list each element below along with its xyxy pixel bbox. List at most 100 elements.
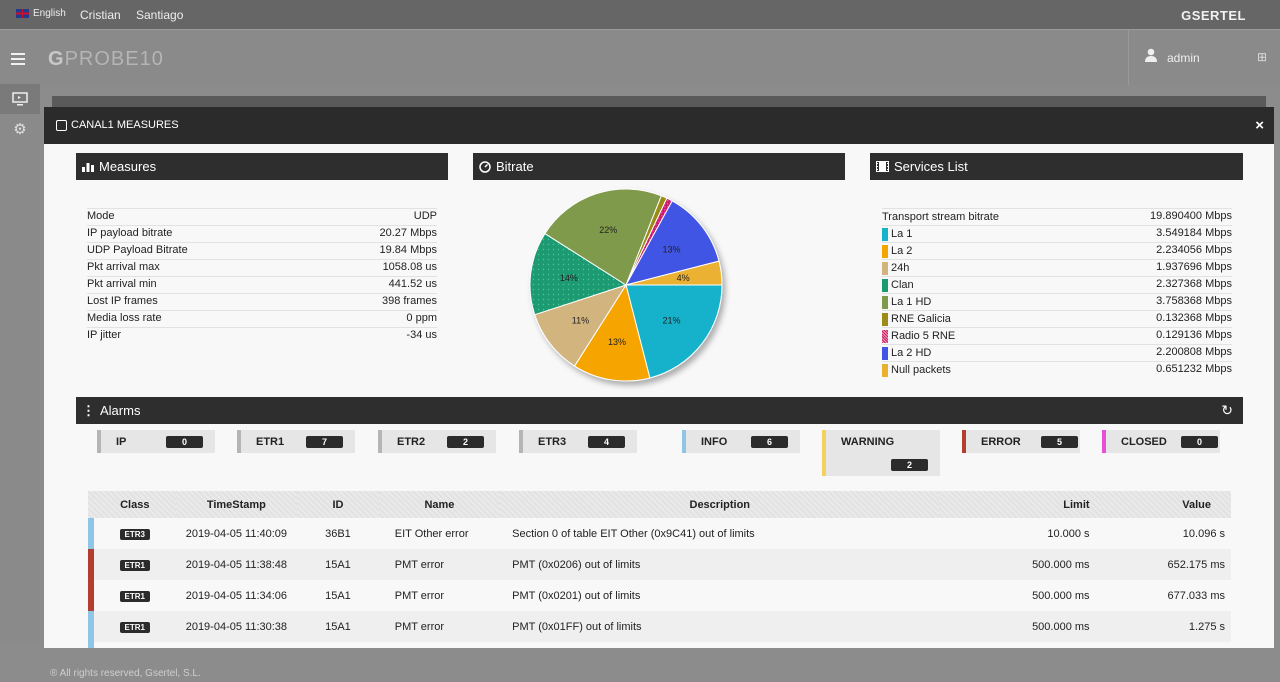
- pie-slice-la-2[interactable]: [573, 283, 651, 382]
- pie-slice-24h[interactable]: [534, 284, 628, 367]
- pie-slice-label: 13%: [663, 245, 681, 255]
- cell-text: 10.000 s: [1047, 527, 1090, 540]
- measure-row: IP payload bitrate 20.27 Mbps: [87, 225, 437, 242]
- measure-value: 1058.08 us: [382, 261, 437, 273]
- cell-limit: 10.000 s: [939, 518, 1102, 549]
- table-row[interactable]: ETR1 2019-04-05 11:30:38 15A1 PMT error PMT …: [88, 611, 1231, 642]
- row-status-bar: [88, 518, 94, 549]
- sidebar-item-monitor[interactable]: [0, 84, 40, 114]
- alarm-counter-info[interactable]: INFO 6: [682, 430, 800, 453]
- service-color-swatch: [882, 261, 888, 275]
- refresh-icon[interactable]: ↻: [1221, 402, 1233, 418]
- alarm-counter-label: ETR1: [256, 436, 285, 448]
- expand-icon[interactable]: ⊞: [1257, 50, 1268, 64]
- alarm-counter-error[interactable]: ERROR 5: [962, 430, 1080, 453]
- table-row[interactable]: ETR1 2019-04-05 11:38:48 15A1 PMT error PMT …: [88, 549, 1231, 580]
- service-bitrate: 2.234056 Mbps: [1156, 244, 1232, 256]
- cell-text: 36B1: [325, 527, 351, 540]
- cell-text: PMT (0x0206) out of limits: [512, 558, 641, 571]
- measures-modal: CANAL1 MEASURES × Measures Mode UDP IP pa…: [44, 107, 1274, 648]
- table-header-id[interactable]: ID: [297, 491, 379, 518]
- alarm-counter-label: IP: [116, 436, 127, 448]
- pie-slice-label: 22%: [599, 225, 617, 235]
- table-header-limit[interactable]: Limit: [939, 491, 1102, 518]
- service-color-swatch: [882, 227, 888, 241]
- alarm-counter-etr3[interactable]: ETR3 4: [519, 430, 637, 453]
- measure-value: 0 ppm: [406, 312, 437, 324]
- service-row: Radio 5 RNE 0.129136 Mbps: [882, 327, 1232, 344]
- cell-id: 15A1: [297, 611, 379, 642]
- hamburger-icon[interactable]: [11, 53, 25, 68]
- alarm-counter-warning[interactable]: WARNING 2: [822, 430, 940, 476]
- table-row[interactable]: ETR1 2019-04-05 11:34:06 15A1 PMT error PMT …: [88, 580, 1231, 611]
- table-header-value[interactable]: Value: [1101, 491, 1231, 518]
- alarm-counter-etr1[interactable]: ETR1 7: [237, 430, 355, 453]
- bitrate-panel-header: Bitrate: [473, 153, 845, 180]
- pie-slice-clan[interactable]: [529, 232, 628, 316]
- alarm-counter-closed[interactable]: CLOSED 0: [1102, 430, 1220, 453]
- alarm-counter-etr2[interactable]: ETR2 2: [378, 430, 496, 453]
- cell-desc: PMT (0x0206) out of limits: [500, 549, 940, 580]
- alarm-count-badge: 4: [588, 436, 625, 448]
- cell-desc: PMT (0x0201) out of limits: [500, 580, 940, 611]
- cell-cls: ETR1: [93, 580, 176, 611]
- cell-value: 677.033 ms: [1101, 580, 1231, 611]
- user-link-cristian[interactable]: Cristian: [80, 8, 121, 22]
- service-label: Clan: [882, 277, 914, 293]
- user-menu[interactable]: admin ⊞: [1128, 30, 1280, 85]
- brand-logo: GSERTEL: [1181, 8, 1246, 23]
- alarm-counter-label: INFO: [701, 436, 728, 448]
- cell-limit: 500.000 ms: [939, 611, 1102, 642]
- pie-slice-null-packets[interactable]: [625, 260, 723, 286]
- cell-text: 677.033 ms: [1167, 589, 1225, 602]
- alarms-table: Class TimeStamp ID Name Description Limit Valu…: [88, 491, 1231, 648]
- pie-slice-la-2-hd[interactable]: [625, 200, 720, 286]
- measure-label: Lost IP frames: [87, 295, 158, 307]
- service-bitrate: 2.327368 Mbps: [1156, 278, 1232, 290]
- cell-text: PMT error: [394, 620, 445, 633]
- table-header-description[interactable]: Description: [500, 491, 940, 518]
- measures-panel-header: Measures: [76, 153, 448, 180]
- cell-text: 10.096 s: [1182, 527, 1225, 540]
- cell-text: 15A1: [325, 558, 351, 571]
- service-label: RNE Galicia: [882, 311, 951, 327]
- table-header-class[interactable]: Class: [93, 491, 176, 518]
- measure-row: Mode UDP: [87, 208, 437, 225]
- cell-text: 1.275 s: [1188, 620, 1225, 633]
- service-label: La 1: [882, 226, 912, 242]
- user-link-santiago[interactable]: Santiago: [136, 8, 184, 22]
- sidebar: ⚙: [0, 84, 40, 644]
- service-color-swatch: [882, 363, 888, 377]
- pie-slice-label: 11%: [572, 315, 589, 325]
- pie-slice-la-1[interactable]: [625, 284, 723, 379]
- service-bitrate: 3.549184 Mbps: [1156, 227, 1232, 239]
- class-badge: ETR1: [119, 590, 150, 602]
- alarm-counter-label: ETR2: [397, 436, 426, 448]
- cell-text: Section 0 of table EIT Other (0x9C41) ou…: [512, 527, 755, 540]
- alarm-count-badge: 0: [166, 436, 203, 448]
- table-header-timestamp[interactable]: TimeStamp: [175, 491, 298, 518]
- cell-id: 15A1: [297, 580, 379, 611]
- cell-text: 500.000 ms: [1032, 620, 1090, 633]
- measure-value: -34 us: [406, 329, 437, 341]
- alarm-count-badge: 5: [1041, 436, 1078, 448]
- service-row: Null packets 0.651232 Mbps: [882, 361, 1232, 378]
- sidebar-item-settings[interactable]: ⚙: [0, 114, 40, 144]
- service-bitrate: 1.937696 Mbps: [1156, 261, 1232, 273]
- pie-slice-la-1-hd[interactable]: [544, 188, 662, 286]
- language-selector[interactable]: English: [16, 8, 66, 19]
- service-color-swatch: [882, 346, 888, 360]
- table-row[interactable]: ETR3 2019-04-05 11:40:09 36B1 EIT Other err…: [88, 518, 1231, 549]
- measure-label: Pkt arrival min: [87, 278, 157, 290]
- cell-value: 652.175 ms: [1101, 549, 1231, 580]
- service-name: La 2: [891, 244, 913, 257]
- measure-row: Pkt arrival max 1058.08 us: [87, 259, 437, 276]
- service-row: La 1 HD 3.758368 Mbps: [882, 293, 1232, 310]
- alarm-counter-ip[interactable]: IP 0: [97, 430, 215, 453]
- modal-title: CANAL1 MEASURES: [71, 119, 179, 131]
- cell-text: 2019-04-05 11:40:09: [185, 527, 288, 540]
- close-icon[interactable]: ×: [1255, 117, 1264, 134]
- table-header-name[interactable]: Name: [378, 491, 501, 518]
- measure-row: IP jitter -34 us: [87, 327, 437, 344]
